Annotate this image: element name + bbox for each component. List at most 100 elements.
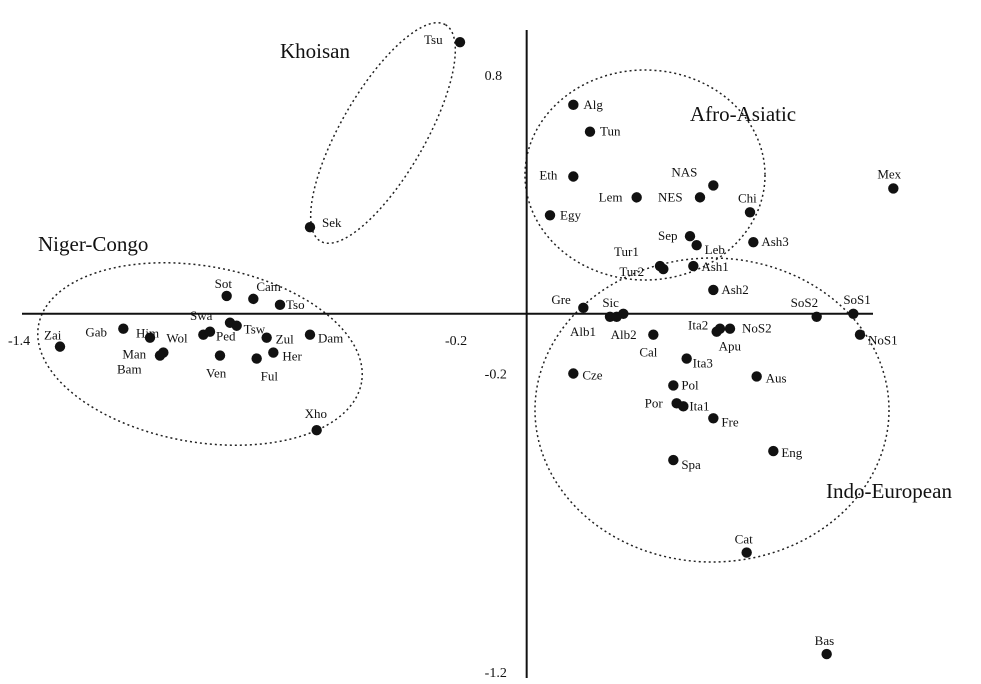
data-point-sek: Sek	[304, 215, 342, 233]
data-point-chi: Chi	[738, 190, 757, 218]
point-label: Egy	[560, 207, 581, 222]
point-marker	[811, 311, 822, 322]
point-marker	[681, 353, 692, 364]
data-point-ven: Ven	[206, 350, 227, 381]
data-point-nos1: NoS1	[854, 329, 898, 348]
tick-labels: -1.4 -0.2 0.8 -0.2 -1.2	[8, 69, 507, 681]
point-marker	[741, 547, 752, 558]
data-point-cze: Cze	[568, 368, 603, 383]
data-point-sot: Sot	[215, 276, 233, 302]
point-marker	[888, 183, 899, 194]
data-point-pol: Pol	[668, 377, 699, 392]
data-point-por: Por	[645, 395, 682, 410]
point-marker	[848, 308, 859, 319]
data-point-tur2: Tur2	[619, 263, 669, 279]
data-point-nes: NES	[658, 189, 706, 204]
point-marker	[751, 371, 762, 382]
data-point-lem: Lem	[599, 189, 642, 204]
point-label: SoS2	[791, 295, 818, 310]
point-label: Cal	[639, 345, 657, 360]
point-label: NES	[658, 189, 683, 204]
group-label: Afro-Asiatic	[690, 102, 796, 126]
point-label: Tsw	[244, 322, 266, 337]
data-point-nas: NAS	[671, 164, 719, 191]
point-marker	[261, 332, 272, 343]
point-label: Leb	[705, 242, 725, 257]
x-tick-label: -0.2	[445, 334, 467, 349]
point-marker	[678, 401, 689, 412]
point-marker	[668, 454, 679, 466]
point-marker	[691, 239, 702, 251]
point-label: Gre	[551, 292, 571, 307]
point-marker	[274, 299, 286, 311]
axes	[22, 30, 873, 678]
point-label: Ita1	[689, 398, 709, 413]
group-label: Indo-European	[826, 479, 952, 503]
point-label: Ven	[206, 366, 227, 381]
point-marker	[688, 260, 699, 272]
point-label: NoS2	[742, 321, 772, 336]
data-points: Tsu Sek Alg Tun Eth Egy Lem NAS NES Chi Mex Sep Leb A…	[44, 32, 902, 660]
data-point-egy: Egy	[544, 207, 581, 222]
data-point-sep: Sep	[658, 228, 696, 243]
data-point-ped: Ped	[204, 326, 236, 344]
point-marker	[708, 180, 719, 191]
point-label: SoS1	[843, 292, 870, 307]
point-marker	[748, 236, 759, 248]
point-marker	[668, 380, 679, 391]
point-label: Ash2	[721, 282, 748, 297]
point-label: Ash3	[761, 234, 788, 249]
point-label: Tur1	[614, 244, 639, 259]
point-marker	[154, 350, 166, 361]
point-label: Pol	[681, 377, 699, 392]
data-point-ash2: Ash2	[708, 282, 749, 297]
point-label: Ped	[216, 329, 236, 344]
data-point-alb1: Alb1	[570, 311, 616, 339]
point-marker	[768, 445, 779, 457]
point-label: Ash1	[701, 259, 728, 274]
point-label: Bas	[815, 633, 835, 648]
point-marker	[694, 192, 706, 203]
point-label: Ita2	[688, 318, 708, 333]
point-label: Aus	[766, 370, 787, 385]
point-label: Mex	[877, 166, 901, 181]
point-label: Sot	[215, 276, 233, 291]
point-label: Apu	[719, 339, 742, 354]
data-point-tun: Tun	[584, 124, 621, 139]
point-marker	[854, 329, 866, 340]
data-point-ita3: Ita3	[681, 353, 713, 371]
point-label: NoS1	[868, 333, 898, 348]
point-label: Cam	[256, 279, 281, 294]
data-point-xho: Xho	[305, 406, 327, 436]
group-labels: Khoisan Afro-Asiatic Niger-Congo Indo-Europ…	[38, 39, 952, 503]
point-label: Fre	[721, 414, 739, 429]
point-marker	[214, 350, 226, 361]
point-label: Zul	[276, 332, 294, 347]
point-label: NAS	[671, 164, 697, 179]
y-tick-label: -1.2	[485, 666, 507, 681]
data-point-zai: Zai	[44, 328, 66, 352]
point-label: Cat	[735, 532, 753, 547]
data-point-sos1: SoS1	[843, 292, 871, 319]
point-marker	[711, 326, 722, 337]
data-point-apu: Apu	[711, 326, 742, 354]
data-point-ash1: Ash1	[688, 259, 729, 274]
data-point-gre: Gre	[551, 292, 589, 314]
point-label: Tur2	[619, 264, 644, 279]
point-label: Cze	[582, 368, 602, 383]
group-ellipse	[309, 21, 457, 245]
point-label: Ita3	[693, 356, 713, 371]
point-marker	[251, 353, 262, 364]
data-point-her: Her	[268, 347, 302, 364]
point-marker	[568, 99, 579, 111]
y-tick-label: 0.8	[485, 69, 503, 84]
point-label: Sep	[658, 228, 678, 243]
point-marker	[578, 302, 589, 314]
group-ellipse	[524, 69, 766, 281]
point-label: Ful	[261, 369, 279, 384]
point-label: Alg	[583, 97, 603, 112]
data-point-ful: Ful	[251, 353, 279, 384]
point-label: Dam	[318, 331, 343, 346]
point-label: Him	[136, 326, 159, 341]
